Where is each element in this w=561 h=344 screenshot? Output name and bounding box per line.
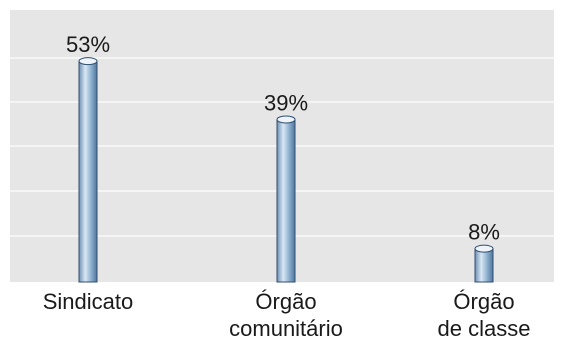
bar-cap	[276, 115, 296, 124]
category-label: Sindicato	[43, 289, 134, 314]
bar	[78, 60, 98, 283]
bar-cap	[474, 244, 494, 253]
bar	[276, 119, 296, 283]
category-label: Órgão	[453, 289, 514, 314]
category-label: Órgão	[255, 289, 316, 314]
value-label: 53%	[66, 32, 110, 57]
value-label: 8%	[468, 220, 500, 245]
bar	[474, 248, 494, 283]
value-label: 39%	[264, 91, 308, 116]
bar-cap	[78, 57, 98, 66]
value-labels: 53% 39% 8%	[66, 32, 500, 245]
category-label: de classe	[438, 316, 531, 341]
category-label: comunitário	[229, 316, 343, 341]
bars	[78, 57, 494, 283]
